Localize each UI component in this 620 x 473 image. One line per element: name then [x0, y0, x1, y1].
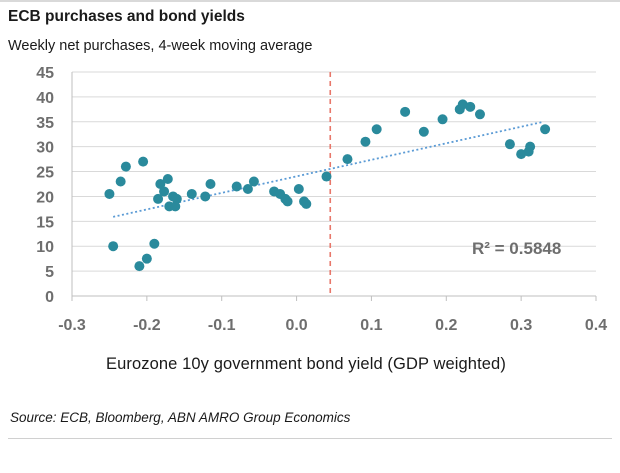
x-tick-label: 0.3: [510, 317, 532, 334]
data-point: [162, 174, 173, 185]
gridlines: [72, 71, 596, 272]
data-point: [120, 161, 131, 172]
x-tick-label: 0.4: [585, 317, 607, 334]
y-tick-label: 45: [36, 65, 54, 82]
data-point: [465, 101, 476, 112]
data-point: [293, 183, 304, 194]
linear-trendline: [112, 120, 544, 218]
data-point: [108, 241, 119, 252]
y-tick-label: 15: [36, 214, 54, 231]
data-point: [200, 191, 211, 202]
data-point: [134, 261, 145, 272]
data-point: [437, 114, 448, 125]
y-tick-label: 30: [36, 140, 54, 157]
x-axis-label: Eurozone 10y government bond yield (GDP …: [106, 355, 506, 373]
y-tick-label: 10: [36, 239, 54, 256]
data-point: [170, 201, 181, 212]
data-point: [231, 181, 242, 192]
x-tick-label: -0.1: [208, 317, 236, 334]
x-tick-label: 0.1: [360, 317, 382, 334]
axes: [71, 72, 596, 297]
data-point: [138, 156, 149, 167]
data-point: [205, 179, 216, 189]
y-tick-label: 0: [45, 289, 54, 306]
data-point: [155, 179, 166, 189]
data-point: [360, 136, 371, 147]
data-point: [186, 188, 197, 199]
bottom-rule: [8, 438, 612, 439]
top-rule: [0, 0, 620, 2]
data-point: [301, 198, 312, 209]
y-tick-label: 40: [36, 90, 54, 107]
trendline: [112, 120, 544, 218]
data-point: [400, 106, 411, 117]
data-point: [525, 141, 536, 152]
y-axis-ticks: 0 5 10 15 20 25 30 35 40 45: [36, 65, 54, 306]
data-point: [159, 186, 170, 197]
y-tick-label: 35: [36, 115, 54, 132]
data-point: [115, 176, 126, 187]
data-point: [321, 171, 332, 182]
data-points: [104, 99, 551, 272]
data-point: [504, 139, 515, 150]
y-tick-label: 20: [36, 189, 54, 206]
x-tick-label: 0.2: [435, 317, 457, 334]
r-squared-annotation: R² = 0.5848: [472, 239, 561, 258]
data-point: [171, 193, 182, 204]
data-point: [282, 196, 293, 207]
data-point: [474, 109, 485, 120]
y-tick-label: 25: [36, 165, 54, 182]
data-point: [248, 176, 259, 187]
data-point: [418, 126, 429, 137]
data-point: [104, 188, 115, 199]
data-point: [342, 154, 353, 165]
x-axis-ticks: -0.3 -0.2 -0.1 0.0 0.1 0.2 0.3 0.4: [58, 296, 607, 334]
x-tick-label: -0.2: [133, 317, 161, 334]
chart-title: ECB purchases and bond yields: [8, 8, 245, 25]
data-point: [141, 253, 152, 264]
data-point: [149, 238, 160, 249]
data-point: [242, 183, 253, 194]
x-tick-label: 0.0: [285, 317, 307, 334]
data-point: [540, 124, 551, 135]
data-point: [371, 124, 382, 135]
data-point: [153, 193, 164, 204]
y-tick-label: 5: [45, 264, 54, 281]
chart-subtitle: Weekly net purchases, 4-week moving aver…: [8, 38, 313, 54]
x-tick-label: -0.3: [58, 317, 86, 334]
source-note: Source: ECB, Bloomberg, ABN AMRO Group E…: [10, 410, 351, 425]
